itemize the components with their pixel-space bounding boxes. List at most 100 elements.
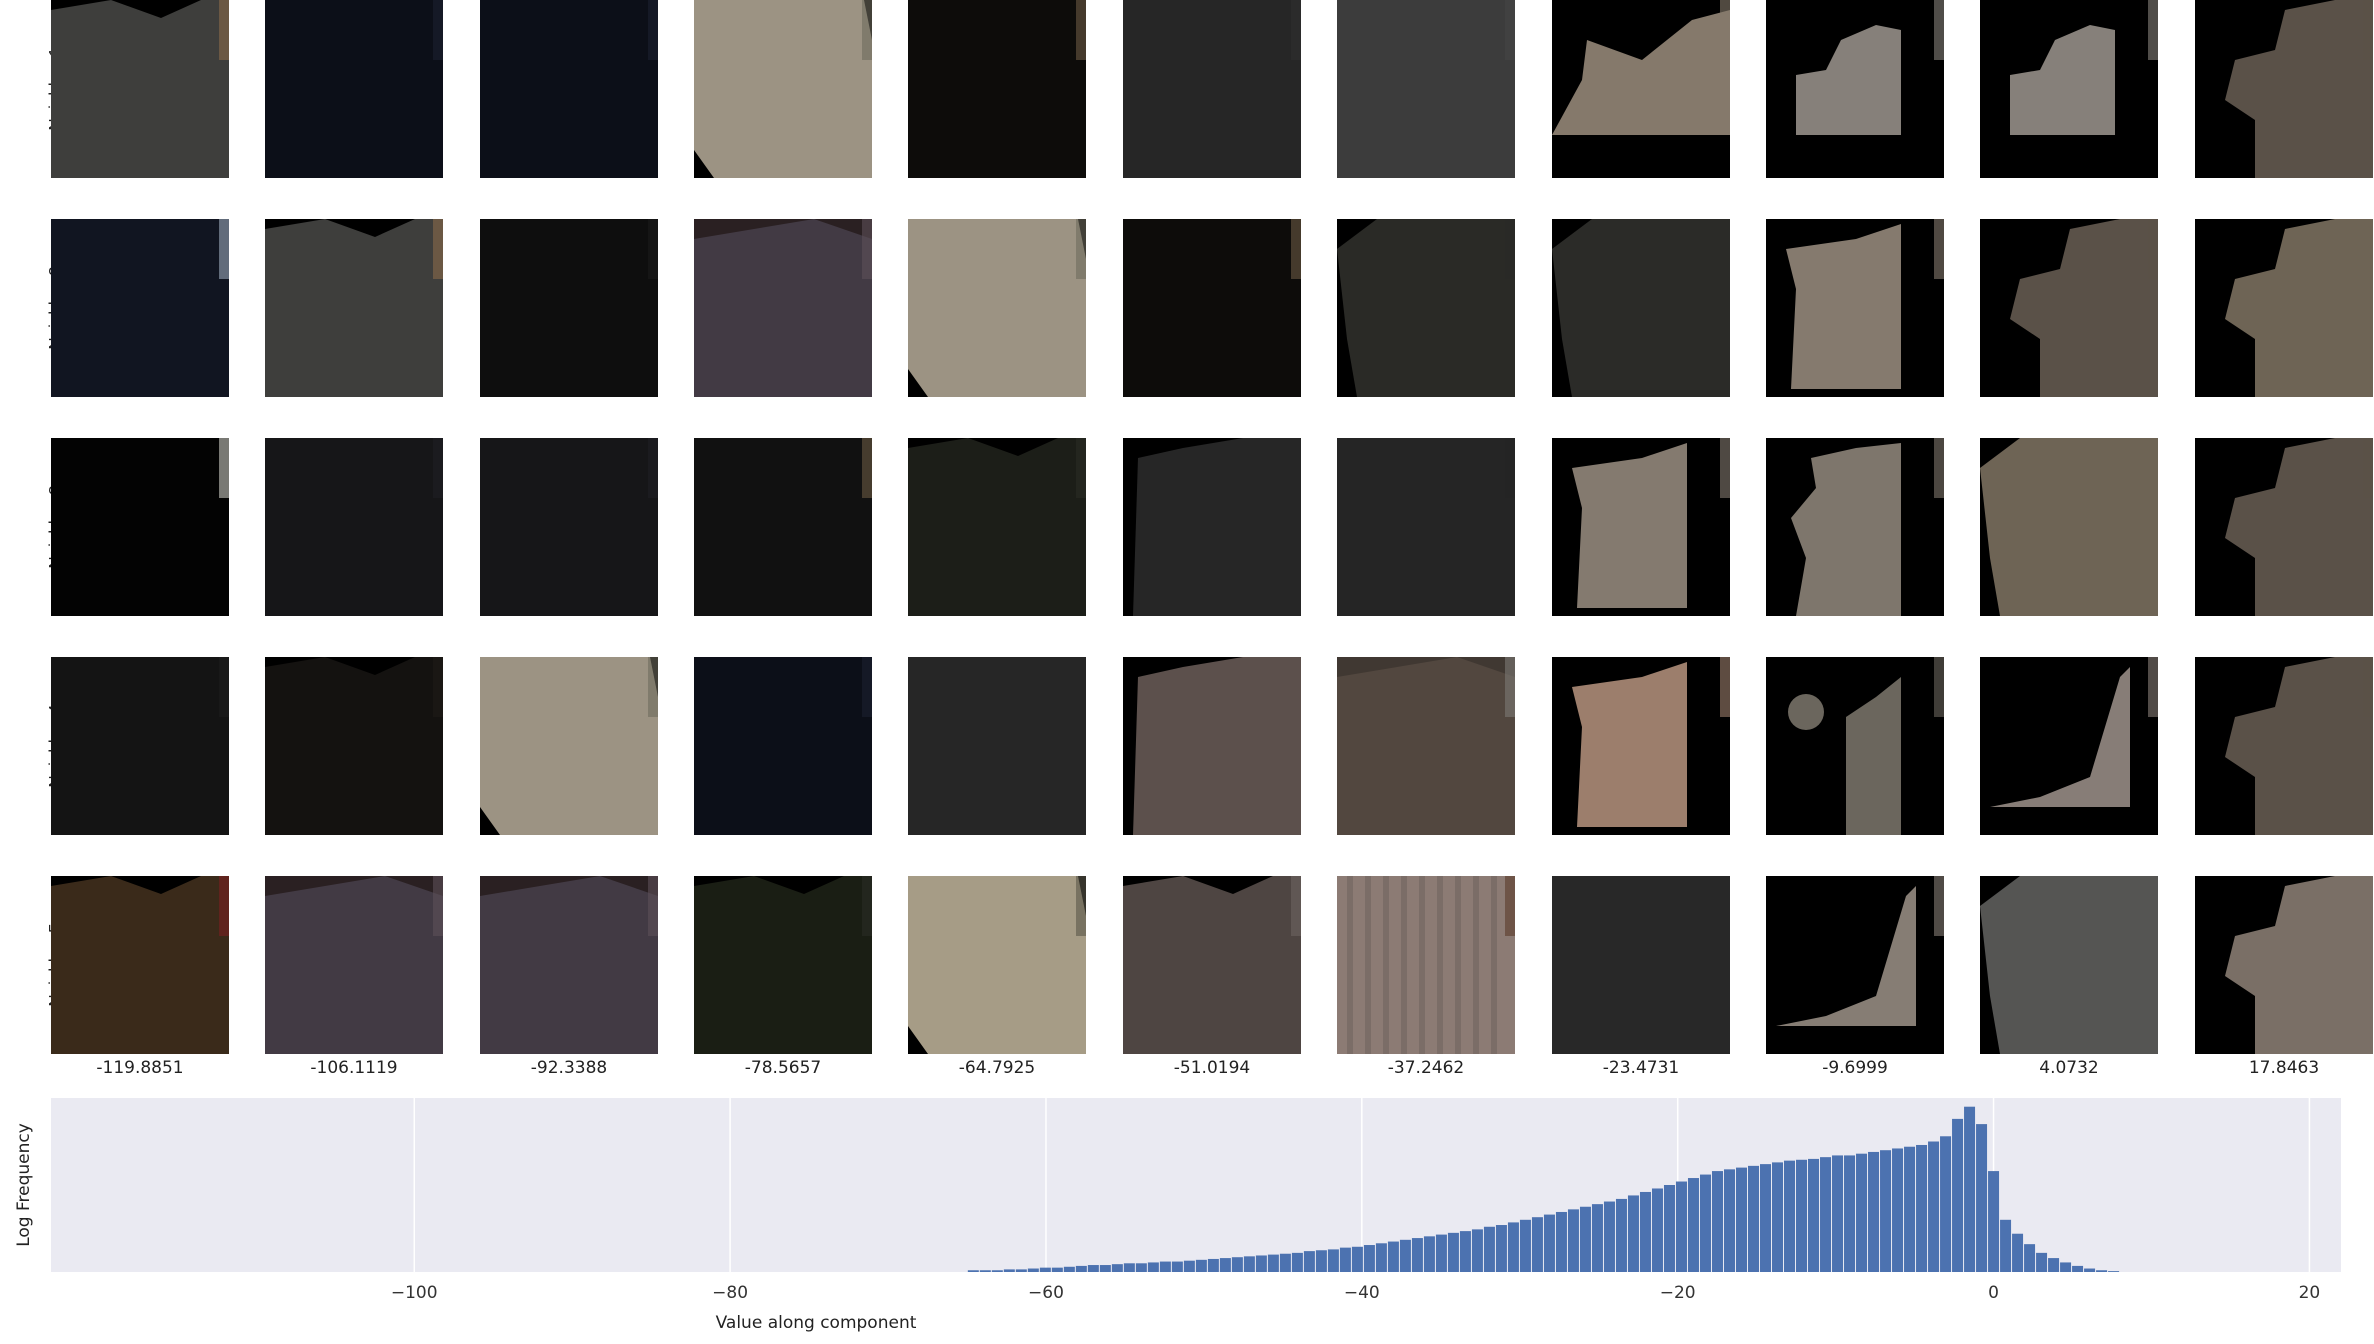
- neighbor-tile: [1766, 438, 1944, 616]
- x-tick-label: 0: [1988, 1283, 1999, 1303]
- histogram-bar: [1279, 1253, 1291, 1272]
- histogram-bar: [1675, 1181, 1687, 1272]
- tile-image: [1552, 0, 1730, 135]
- neighbor-tile: [51, 0, 229, 178]
- histogram-bar: [1099, 1265, 1111, 1272]
- tile-image: [1133, 657, 1301, 835]
- histogram-bar: [2024, 1244, 2036, 1272]
- histogram-bar: [1952, 1118, 1964, 1272]
- histogram-bar: [1423, 1236, 1435, 1272]
- neighbor-tile: [2195, 219, 2373, 397]
- neighbor-tile: [694, 657, 872, 835]
- neighbor-tile: [1552, 657, 1730, 835]
- neighbor-tile: [51, 438, 229, 616]
- histogram-bar: [1207, 1258, 1219, 1272]
- histogram-bar: [1495, 1225, 1507, 1272]
- histogram-bar: [1832, 1155, 1844, 1272]
- tile-image: [1552, 219, 1730, 397]
- histogram-bar: [967, 1270, 979, 1272]
- neighbor-tile: [1980, 0, 2158, 178]
- histogram-bar: [1231, 1257, 1243, 1272]
- neighbor-tile: [908, 657, 1086, 835]
- row-label: Neighbor 3: [14, 485, 65, 568]
- histogram-bar: [1519, 1219, 1531, 1272]
- neighbor-tile: [1123, 438, 1301, 616]
- histogram-bar: [1387, 1241, 1399, 1272]
- tile-image: [1337, 876, 1515, 1054]
- histogram-bar: [2096, 1270, 2108, 1272]
- histogram-bar: [1687, 1178, 1699, 1272]
- histogram-bar: [1135, 1263, 1147, 1272]
- neighbor-tile: [1337, 657, 1515, 835]
- histogram-bar: [1543, 1214, 1555, 1272]
- histogram-bar: [2072, 1265, 2084, 1272]
- histogram-bar: [1123, 1263, 1135, 1272]
- histogram-bar: [1531, 1217, 1543, 1272]
- histogram-bar: [2036, 1252, 2048, 1272]
- tile-image: [1572, 438, 1730, 608]
- tile-image: [1552, 876, 1730, 1054]
- neighbor-tile: [1980, 657, 2158, 835]
- histogram-bar: [1399, 1239, 1411, 1272]
- histogram-bar: [1555, 1211, 1567, 1272]
- histogram-bar: [1339, 1247, 1351, 1272]
- histogram-bar: [1928, 1141, 1940, 1272]
- tile-image: [1133, 438, 1301, 616]
- histogram-bar: [1303, 1251, 1315, 1272]
- tile-image: [265, 219, 443, 397]
- neighbor-tile: [1123, 657, 1301, 835]
- histogram-bar: [1003, 1269, 1015, 1272]
- histogram-bar: [1327, 1249, 1339, 1272]
- histogram-bar: [1459, 1231, 1471, 1272]
- histogram-bar: [2000, 1219, 2012, 1272]
- histogram-bar: [1171, 1261, 1183, 1272]
- histogram-bar: [1796, 1159, 1808, 1272]
- neighbor-tile: [1766, 0, 1944, 178]
- column-value-label: -78.5657: [744, 1058, 822, 1078]
- neighbor-tile: [480, 219, 658, 397]
- neighbor-tile: [908, 438, 1086, 616]
- histogram-bar: [1940, 1136, 1952, 1272]
- tile-image: [694, 438, 872, 616]
- histogram-bar: [1820, 1157, 1832, 1272]
- neighbor-tile: [1337, 876, 1515, 1054]
- column-value-label: -119.8851: [96, 1058, 184, 1078]
- tile-image: [2010, 219, 2158, 397]
- tile-image: [908, 657, 1086, 835]
- x-axis-label: Value along component: [716, 1313, 917, 1333]
- column-value-label: 17.8463: [2248, 1058, 2320, 1078]
- tile-image: [1337, 438, 1515, 616]
- histogram-bar: [1567, 1209, 1579, 1272]
- histogram-bar: [1195, 1259, 1207, 1272]
- tile-image: [265, 876, 443, 1054]
- x-tick-label: −80: [712, 1283, 748, 1303]
- tile-image: [1123, 0, 1301, 178]
- histogram-bar: [1627, 1195, 1639, 1272]
- neighbor-tile: [694, 219, 872, 397]
- neighbor-tile: [908, 876, 1086, 1054]
- neighbor-tile: [1980, 438, 2158, 616]
- neighbor-tile: [265, 657, 443, 835]
- neighbor-tile: [265, 219, 443, 397]
- tile-image: [2225, 876, 2373, 1054]
- histogram-bar: [1808, 1158, 1820, 1272]
- neighbor-tile: [1123, 219, 1301, 397]
- histogram-bar: [1844, 1155, 1856, 1272]
- histogram-bar: [1747, 1165, 1759, 1272]
- histogram-bar: [1507, 1222, 1519, 1272]
- tile-image: [2225, 0, 2373, 178]
- histogram-bar: [1976, 1124, 1988, 1272]
- tile-image: [480, 219, 658, 397]
- neighbor-tile: [1980, 876, 2158, 1054]
- neighbor-tile: [51, 876, 229, 1054]
- neighbor-tile: [480, 876, 658, 1054]
- x-tick-label: −100: [391, 1283, 438, 1303]
- tile-image: [265, 657, 443, 835]
- histogram-bar: [1447, 1232, 1459, 1272]
- tile-image: [1776, 876, 1944, 1026]
- histogram-bar: [1988, 1171, 2000, 1272]
- tile-image: [1337, 657, 1515, 835]
- histogram-bar: [1015, 1269, 1027, 1272]
- x-tick-label: −20: [1660, 1283, 1696, 1303]
- histogram-bar: [1291, 1252, 1303, 1272]
